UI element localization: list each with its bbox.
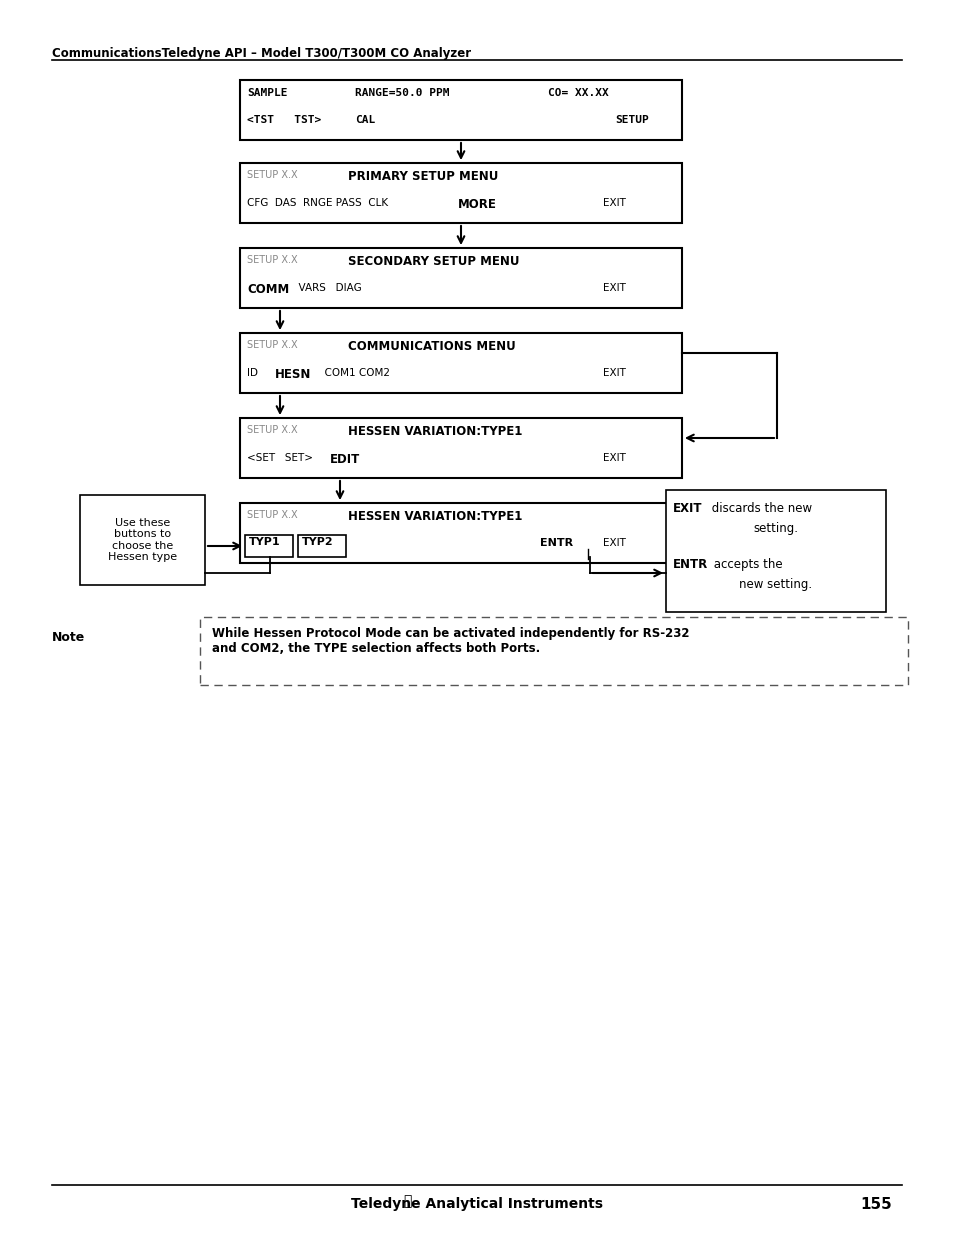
Text: HESSEN VARIATION:TYPE1: HESSEN VARIATION:TYPE1 <box>348 425 522 438</box>
Text: ⧗: ⧗ <box>402 1194 411 1208</box>
Bar <box>240 503 681 563</box>
Bar <box>240 417 681 478</box>
Text: SETUP X.X: SETUP X.X <box>247 425 297 435</box>
Text: 155: 155 <box>859 1197 891 1212</box>
Bar <box>240 333 681 393</box>
Text: SETUP: SETUP <box>615 115 648 125</box>
Text: CO= XX.XX: CO= XX.XX <box>547 88 608 98</box>
Text: While Hessen Protocol Mode can be activated independently for RS-232
and COM2, t: While Hessen Protocol Mode can be activa… <box>212 627 689 655</box>
Bar <box>539 535 619 557</box>
Text: SETUP X.X: SETUP X.X <box>247 254 297 266</box>
Text: TYP1: TYP1 <box>249 537 280 547</box>
Bar <box>240 248 681 308</box>
Bar <box>200 618 907 685</box>
Text: EXIT: EXIT <box>602 368 625 378</box>
Text: Use these
buttons to
choose the
Hessen type: Use these buttons to choose the Hessen t… <box>108 517 177 562</box>
Text: TYP2: TYP2 <box>302 537 334 547</box>
Text: HESSEN VARIATION:TYPE1: HESSEN VARIATION:TYPE1 <box>348 510 522 522</box>
Text: COM1 COM2: COM1 COM2 <box>317 368 390 378</box>
Text: RANGE=50.0 PPM: RANGE=50.0 PPM <box>355 88 449 98</box>
Text: EDIT: EDIT <box>330 453 360 466</box>
Text: discards the new: discards the new <box>707 501 811 515</box>
Text: ENTR: ENTR <box>539 538 573 548</box>
Text: COMMUNICATIONS MENU: COMMUNICATIONS MENU <box>348 340 516 353</box>
Text: ID: ID <box>247 368 257 378</box>
Text: VARS   DIAG: VARS DIAG <box>292 283 361 293</box>
Text: COMM: COMM <box>247 283 289 296</box>
Text: EXIT: EXIT <box>672 501 701 515</box>
Bar <box>80 495 205 585</box>
Text: Teledyne Analytical Instruments: Teledyne Analytical Instruments <box>351 1197 602 1212</box>
Text: SAMPLE: SAMPLE <box>247 88 287 98</box>
Text: EXIT: EXIT <box>602 198 625 207</box>
Text: <TST   TST>: <TST TST> <box>247 115 321 125</box>
Bar <box>240 163 681 224</box>
Bar <box>297 535 346 557</box>
Text: EXIT: EXIT <box>602 538 625 548</box>
Text: MORE: MORE <box>457 198 497 211</box>
Text: ENTR: ENTR <box>672 558 707 571</box>
Text: CAL: CAL <box>355 115 375 125</box>
Bar <box>240 80 681 140</box>
Text: HESN: HESN <box>274 368 311 382</box>
Text: PRIMARY SETUP MENU: PRIMARY SETUP MENU <box>348 170 497 183</box>
Text: SECONDARY SETUP MENU: SECONDARY SETUP MENU <box>348 254 519 268</box>
Text: <SET   SET>: <SET SET> <box>247 453 313 463</box>
Bar <box>245 535 293 557</box>
Text: accepts the: accepts the <box>709 558 781 571</box>
Text: SETUP X.X: SETUP X.X <box>247 340 297 350</box>
Text: CommunicationsTeledyne API – Model T300/T300M CO Analyzer: CommunicationsTeledyne API – Model T300/… <box>52 47 471 61</box>
Bar <box>665 490 885 613</box>
Text: new setting.: new setting. <box>739 578 812 592</box>
Text: EXIT: EXIT <box>602 283 625 293</box>
Text: EXIT: EXIT <box>602 453 625 463</box>
Text: SETUP X.X: SETUP X.X <box>247 510 297 520</box>
Text: Note: Note <box>52 631 85 643</box>
Text: setting.: setting. <box>753 522 798 535</box>
Text: SETUP X.X: SETUP X.X <box>247 170 297 180</box>
Text: CFG  DAS  RNGE PASS  CLK: CFG DAS RNGE PASS CLK <box>247 198 395 207</box>
